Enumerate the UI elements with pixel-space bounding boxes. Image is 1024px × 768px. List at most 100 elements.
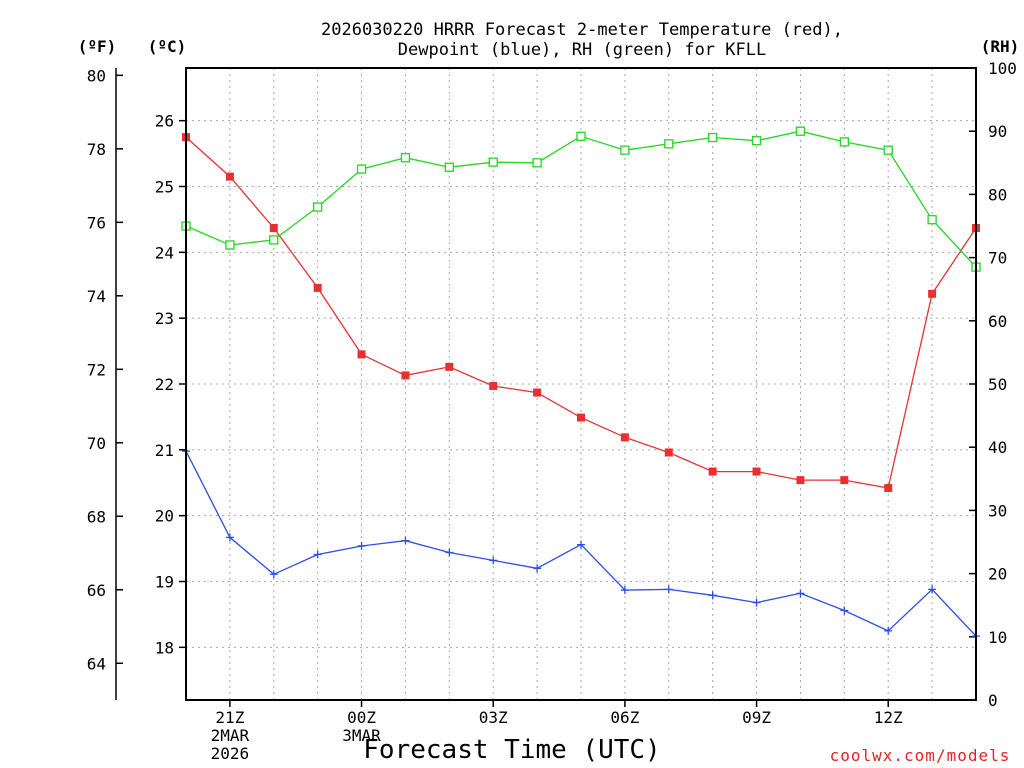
- x-tick-label: 09Z: [742, 708, 771, 727]
- dewpoint-point: [445, 548, 454, 557]
- temperature-point: [708, 467, 717, 476]
- rh-tick-label: 30: [988, 501, 1007, 520]
- rh-tick-label: 0: [988, 691, 998, 710]
- rh-point: [620, 145, 630, 155]
- celsius-tick-label: 25: [155, 178, 174, 197]
- dewpoint-point: [357, 541, 366, 550]
- celsius-unit-label: (ºC): [148, 37, 187, 56]
- temperature-point: [401, 371, 410, 380]
- x-tick-label: 00Z: [347, 708, 376, 727]
- fahrenheit-tick-label: 78: [87, 140, 106, 159]
- temperature-point: [269, 223, 278, 232]
- dewpoint-point: [752, 598, 761, 607]
- rh-point: [795, 126, 806, 136]
- celsius-tick-label: 24: [155, 243, 174, 262]
- celsius-tick-label: 22: [155, 375, 174, 394]
- rh-point: [444, 162, 454, 172]
- x-tick-label: 12Z: [874, 708, 903, 727]
- rh-series: [181, 126, 981, 272]
- temperature-series: [182, 133, 980, 493]
- fahrenheit-tick-label: 74: [87, 287, 106, 306]
- x-tick-label: 03Z: [479, 708, 508, 727]
- dewpoint-point: [225, 533, 234, 542]
- dewpoint-point: [269, 570, 278, 579]
- rh-tick-label: 10: [988, 628, 1007, 647]
- dewpoint-point: [577, 540, 585, 549]
- rh-tick-label: 20: [988, 565, 1007, 584]
- fahrenheit-tick-label: 76: [87, 213, 106, 232]
- x-tick-date-label: 2MAR: [211, 726, 250, 745]
- fahrenheit-tick-label: 68: [87, 507, 106, 526]
- temperature-point: [840, 476, 849, 485]
- rh-unit-label: (RH): [981, 37, 1020, 56]
- rh-tick-label: 70: [988, 249, 1007, 268]
- dewpoint-point: [796, 589, 805, 598]
- fahrenheit-tick-label: 64: [87, 654, 106, 673]
- temperature-point: [664, 448, 673, 457]
- chart-title-line1: 2026030220 HRRR Forecast 2-meter Tempera…: [321, 20, 843, 40]
- celsius-tick-label: 20: [155, 507, 174, 526]
- rh-line: [185, 130, 977, 268]
- grid-lines: [186, 68, 976, 700]
- celsius-tick-label: 26: [155, 112, 174, 131]
- rh-point: [927, 215, 937, 225]
- temperature-point: [489, 381, 498, 390]
- rh-point: [708, 132, 718, 143]
- celsius-tick-label: 19: [155, 573, 174, 592]
- fahrenheit-tick-label: 72: [87, 360, 106, 379]
- series-layer: [181, 126, 981, 641]
- rh-point: [664, 139, 674, 149]
- rh-tick-label: 50: [988, 375, 1007, 394]
- rh-tick-label: 90: [988, 122, 1007, 141]
- fahrenheit-tick-label: 66: [87, 581, 106, 600]
- temperature-point: [796, 476, 805, 485]
- rh-point: [313, 202, 323, 212]
- dewpoint-point: [620, 586, 629, 595]
- rh-tick-label: 100: [988, 59, 1017, 78]
- dewpoint-point: [401, 536, 410, 545]
- rh-axis: 0 10 20 30 40 50 60 70 80 90 100: [969, 59, 1017, 710]
- x-tick-label: 21Z: [215, 708, 244, 727]
- temperature-point: [445, 362, 454, 371]
- source-credit: coolwx.com/models: [830, 746, 1011, 765]
- dewpoint-point: [840, 606, 849, 615]
- left-axes: 18 19 20 21 22 23 24 25 26 64 66 68 70 72 74 76 78 80: [87, 66, 186, 700]
- rh-point: [356, 164, 367, 174]
- temperature-point: [357, 350, 366, 359]
- temperature-point: [533, 388, 542, 397]
- temperature-point: [928, 289, 937, 298]
- dewpoint-point: [708, 591, 717, 600]
- x-tick-date-label: 3MAR: [342, 726, 381, 745]
- x-tick-year-label: 2026: [211, 744, 250, 763]
- celsius-tick-label: 18: [155, 638, 174, 657]
- celsius-tick-label: 23: [155, 309, 174, 328]
- rh-tick-label: 40: [988, 438, 1007, 457]
- dewpoint-point: [313, 550, 322, 559]
- temperature-point: [884, 484, 893, 493]
- x-tick-label: 06Z: [610, 708, 639, 727]
- dewpoint-point: [928, 585, 937, 594]
- fahrenheit-tick-label: 80: [87, 66, 106, 85]
- rh-point: [400, 153, 411, 163]
- dewpoint-point: [884, 626, 893, 635]
- chart-title-line2: Dewpoint (blue), RH (green) for KFLL: [398, 40, 766, 60]
- temperature-point: [620, 433, 629, 442]
- dewpoint-point: [533, 564, 542, 573]
- temperature-point: [313, 283, 322, 292]
- rh-point: [883, 145, 893, 155]
- x-axis-title: Forecast Time (UTC): [363, 735, 660, 765]
- plot-frame: [185, 67, 977, 701]
- fahrenheit-unit-label: (ºF): [78, 37, 117, 56]
- dewpoint-point: [664, 585, 673, 594]
- temperature-point: [752, 467, 761, 476]
- temperature-point: [577, 413, 585, 422]
- rh-point: [225, 240, 235, 250]
- celsius-tick-label: 21: [155, 441, 174, 460]
- fahrenheit-tick-label: 70: [87, 434, 106, 453]
- rh-point: [532, 158, 542, 168]
- rh-point: [751, 136, 762, 146]
- temperature-point: [225, 172, 234, 181]
- dewpoint-point: [489, 556, 498, 565]
